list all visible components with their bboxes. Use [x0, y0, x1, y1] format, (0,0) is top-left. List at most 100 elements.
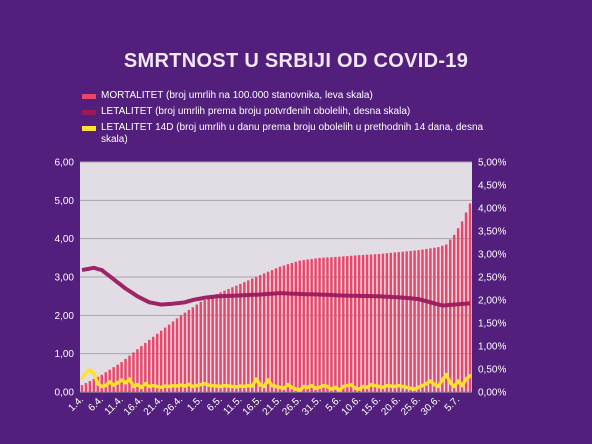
left-tick-label: 3,00: [55, 273, 75, 284]
mortalitet-bar: [393, 252, 397, 392]
mortalitet-bar: [342, 256, 345, 392]
right-tick-label: 1,50%: [478, 319, 506, 330]
left-tick-label: 2,00: [55, 311, 75, 322]
left-tick-label: 1,00: [55, 349, 75, 360]
mortalitet-bar: [199, 301, 202, 392]
mortalitet-bar: [433, 247, 436, 392]
mortalitet-bar: [369, 254, 373, 392]
mortalitet-bar: [357, 255, 361, 392]
mortalitet-bar: [389, 252, 393, 392]
x-tick-label: 26.5.: [280, 394, 304, 418]
mortalitet-bar: [365, 254, 369, 392]
mortalitet-bar: [318, 257, 321, 392]
mortalitet-bar: [456, 228, 460, 392]
mortalitet-bar: [84, 383, 88, 392]
mortalitet-bar: [429, 248, 432, 392]
right-tick-label: 1,00%: [478, 342, 506, 353]
mortalitet-bar: [88, 380, 92, 392]
mortalitet-bar: [179, 315, 183, 392]
mortalitet-bar: [350, 255, 353, 392]
x-tick-label: 16.5.: [241, 394, 265, 418]
right-tick-label: 2,50%: [478, 273, 506, 284]
right-axis-ticks: 0,00% 0,50% 1,00% 1,50% 2,00% 2,50% 3,00% 3,50%…: [478, 158, 506, 399]
mortalitet-bar: [132, 352, 135, 392]
mortalitet-bar: [381, 253, 385, 392]
mortalitet-bar: [223, 290, 226, 392]
mortalitet-bar: [128, 355, 131, 392]
mortalitet-bar: [302, 259, 305, 392]
lines: [80, 265, 472, 392]
legend-swatch-letalitet-14d: [82, 126, 96, 131]
mortalitet-bar: [227, 288, 230, 392]
mortalitet-bar: [187, 309, 191, 392]
mortalitet-bar: [322, 257, 325, 392]
x-tick-label: 20.6.: [379, 394, 403, 418]
left-tick-label: 5,00: [55, 196, 75, 207]
x-tick-label: 11.4.: [103, 394, 126, 417]
x-tick-label: 31.5.: [300, 394, 324, 418]
legend-item-letalitet: LETALITET (broj umrlih prema broju potvr…: [82, 106, 502, 118]
mortalitet-bar: [409, 250, 412, 392]
x-tick-label: 15.6.: [360, 394, 384, 418]
letalitet-14d-line: [80, 368, 472, 392]
mortalitet-bar: [258, 275, 262, 392]
x-tick-label: 16.4.: [122, 394, 146, 418]
mortalitet-bar: [417, 250, 420, 392]
mortalitet-bar: [306, 259, 309, 392]
mortalitet-bar: [278, 266, 282, 392]
mortalitet-bar: [401, 251, 404, 392]
x-tick-label: 26.4.: [162, 394, 186, 418]
mortalitet-bar: [239, 283, 242, 392]
legend-label-mortalitet: MORTALITET (broj umrlih na 100.000 stano…: [101, 90, 373, 101]
right-tick-label: 5,00%: [478, 158, 506, 169]
x-tick-label: 1.5.: [185, 394, 205, 414]
mortalitet-bar: [346, 256, 349, 392]
mortalitet-bar: [425, 248, 428, 392]
mortalitet-bar: [175, 318, 179, 392]
right-tick-label: 4,50%: [478, 181, 506, 192]
mortalitet-bar: [136, 349, 139, 392]
mortalitet-bar: [373, 254, 377, 392]
mortalitet-bar: [203, 300, 206, 392]
mortalitet-bar: [195, 304, 199, 392]
legend-label-letalitet-14d: LETALITET 14D (broj umrlih u danu prema …: [101, 122, 484, 145]
mortalitet-bar: [437, 247, 440, 392]
legend-item-letalitet-14d: LETALITET 14D (broj umrlih u danu prema …: [82, 122, 502, 146]
mortalitet-bar: [155, 333, 159, 392]
left-axis-ticks: 0,00 1,00 2,00 3,00 4,00 5,00 6,00: [55, 158, 75, 399]
mortalitet-bar: [361, 254, 365, 392]
mortalitet-bar: [104, 372, 107, 392]
mortalitet-bar: [167, 324, 171, 392]
mortalitet-bar: [148, 339, 151, 392]
mortalitet-bar: [152, 336, 155, 392]
mortalitet-bar: [116, 364, 119, 392]
legend-swatch-mortalitet: [82, 94, 96, 99]
right-tick-label: 4,00%: [478, 204, 506, 215]
mortalitet-bar: [314, 258, 317, 392]
x-axis-ticks: 1.4. 6.4.11.4.16.4.21.4.26.4. 1.5. 6.5.11.5…: [67, 394, 463, 418]
mortalitet-bar: [286, 264, 290, 392]
mortalitet-bar: [405, 251, 408, 392]
mortalitet-bar: [112, 367, 115, 392]
mortalitet-bar: [144, 342, 147, 392]
mortalitet-bar: [235, 285, 238, 392]
mortalitet-bar: [159, 330, 163, 392]
mortalitet-bar: [247, 280, 250, 392]
chart-title: SMRTNOST U SRBIJI OD COVID-19: [123, 50, 469, 72]
mortalitet-bar: [100, 374, 104, 392]
legend-item-mortalitet: MORTALITET (broj umrlih na 100.000 stano…: [82, 90, 502, 102]
right-tick-label: 2,00%: [478, 296, 506, 307]
mortalitet-bar: [385, 253, 389, 392]
mortalitet-bar: [282, 265, 286, 392]
x-tick-label: 25.6.: [399, 394, 423, 418]
x-tick-label: 21.4.: [142, 394, 166, 418]
mortalitet-bar: [243, 282, 246, 392]
mortalitet-bar: [183, 312, 187, 392]
legend-swatch-letalitet: [82, 110, 96, 115]
mortalitet-bar: [215, 294, 218, 392]
right-tick-label: 0,00%: [478, 388, 506, 399]
mortalitet-bar: [413, 250, 416, 392]
mortalitet-bar: [191, 307, 195, 392]
mortalitet-bar: [448, 239, 452, 392]
